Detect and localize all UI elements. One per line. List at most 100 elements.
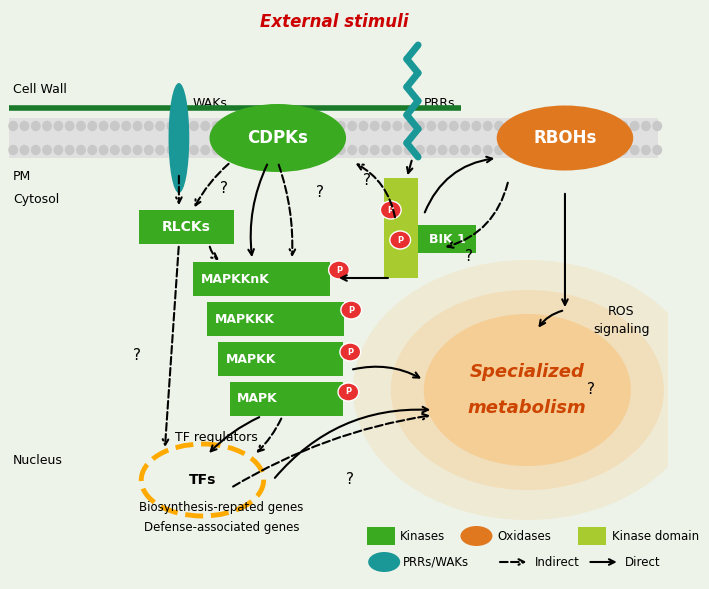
Circle shape	[257, 121, 266, 131]
Circle shape	[393, 145, 401, 154]
Circle shape	[99, 145, 108, 154]
Circle shape	[563, 145, 571, 154]
Circle shape	[472, 145, 481, 154]
Ellipse shape	[340, 343, 361, 361]
Ellipse shape	[390, 231, 411, 249]
Circle shape	[31, 121, 40, 131]
Circle shape	[427, 145, 435, 154]
Ellipse shape	[209, 104, 346, 172]
Circle shape	[43, 145, 51, 154]
Circle shape	[167, 121, 176, 131]
Text: BIK 1: BIK 1	[429, 233, 466, 246]
Circle shape	[653, 121, 661, 131]
Text: Biosynthesis-repated genes: Biosynthesis-repated genes	[139, 501, 303, 515]
Circle shape	[495, 121, 503, 131]
Circle shape	[630, 121, 639, 131]
Text: WAKs: WAKs	[192, 97, 227, 110]
Circle shape	[337, 145, 345, 154]
Circle shape	[291, 145, 300, 154]
Circle shape	[382, 145, 390, 154]
Circle shape	[269, 145, 277, 154]
Text: CDPKs: CDPKs	[247, 129, 308, 147]
Circle shape	[574, 121, 582, 131]
FancyBboxPatch shape	[230, 382, 342, 416]
Circle shape	[303, 121, 311, 131]
FancyBboxPatch shape	[218, 342, 342, 376]
Circle shape	[585, 121, 593, 131]
FancyBboxPatch shape	[207, 302, 344, 336]
Text: Kinase domain: Kinase domain	[612, 530, 699, 542]
Bar	[9, 118, 658, 158]
Circle shape	[257, 145, 266, 154]
Text: P: P	[345, 388, 352, 396]
Text: P: P	[388, 206, 393, 214]
Ellipse shape	[381, 201, 401, 219]
Circle shape	[190, 145, 199, 154]
Circle shape	[596, 121, 605, 131]
Text: External stimuli: External stimuli	[260, 13, 408, 31]
Ellipse shape	[341, 301, 362, 319]
Circle shape	[280, 145, 289, 154]
Circle shape	[235, 121, 243, 131]
Text: P: P	[336, 266, 342, 274]
FancyBboxPatch shape	[367, 527, 396, 545]
Circle shape	[212, 145, 220, 154]
Circle shape	[145, 145, 153, 154]
Circle shape	[246, 145, 255, 154]
Text: ?: ?	[316, 184, 324, 200]
Text: ?: ?	[133, 348, 140, 362]
Circle shape	[552, 121, 560, 131]
Circle shape	[21, 145, 29, 154]
Circle shape	[642, 121, 650, 131]
Circle shape	[461, 121, 469, 131]
Text: P: P	[348, 306, 354, 315]
Circle shape	[133, 145, 142, 154]
Circle shape	[348, 145, 357, 154]
Circle shape	[337, 121, 345, 131]
Circle shape	[111, 145, 119, 154]
Text: Defense-associated genes: Defense-associated genes	[143, 521, 299, 534]
Ellipse shape	[353, 260, 701, 520]
Circle shape	[212, 121, 220, 131]
Circle shape	[325, 121, 334, 131]
Circle shape	[9, 121, 18, 131]
Text: Kinases: Kinases	[400, 530, 445, 542]
Circle shape	[461, 145, 469, 154]
Circle shape	[190, 121, 199, 131]
Circle shape	[415, 121, 424, 131]
Circle shape	[235, 145, 243, 154]
Ellipse shape	[460, 526, 493, 546]
Text: Cytosol: Cytosol	[13, 193, 60, 206]
Circle shape	[427, 121, 435, 131]
Text: Oxidases: Oxidases	[497, 530, 551, 542]
Text: RLCKs: RLCKs	[162, 220, 211, 234]
Circle shape	[415, 145, 424, 154]
Text: ROS
signaling: ROS signaling	[593, 305, 649, 336]
Circle shape	[77, 145, 85, 154]
Circle shape	[179, 121, 187, 131]
Circle shape	[484, 145, 492, 154]
Circle shape	[54, 145, 62, 154]
Circle shape	[111, 121, 119, 131]
Text: PRRs/WAKs: PRRs/WAKs	[403, 555, 469, 568]
Text: ?: ?	[363, 173, 372, 187]
Text: MAPKKK: MAPKKK	[215, 313, 274, 326]
Text: Direct: Direct	[625, 555, 661, 568]
Circle shape	[608, 121, 616, 131]
Circle shape	[642, 145, 650, 154]
FancyBboxPatch shape	[418, 225, 476, 253]
Circle shape	[596, 145, 605, 154]
Circle shape	[506, 121, 515, 131]
Ellipse shape	[338, 383, 359, 401]
Circle shape	[156, 145, 164, 154]
Ellipse shape	[391, 290, 664, 490]
Circle shape	[314, 145, 323, 154]
Circle shape	[99, 121, 108, 131]
Ellipse shape	[368, 552, 400, 572]
Circle shape	[133, 121, 142, 131]
Circle shape	[404, 121, 413, 131]
Circle shape	[325, 145, 334, 154]
Circle shape	[43, 121, 51, 131]
Circle shape	[506, 145, 515, 154]
Ellipse shape	[328, 261, 350, 279]
